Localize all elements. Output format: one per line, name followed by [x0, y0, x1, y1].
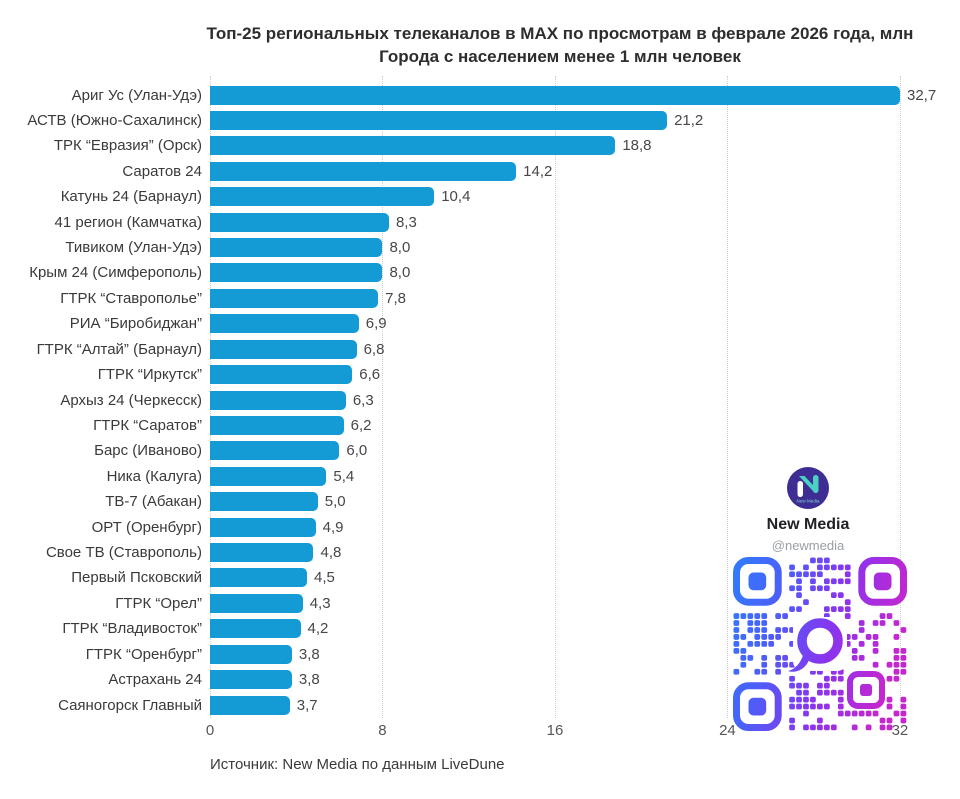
bar [210, 85, 900, 105]
value-label: 3,8 [298, 671, 320, 689]
x-tick-label: 8 [378, 722, 387, 739]
value-label: 6,0 [346, 442, 368, 460]
value-label: 3,7 [296, 696, 318, 714]
category-label: ГТРК “Иркутск” [97, 366, 202, 384]
category-label: РИА “Биробиджан” [69, 315, 202, 333]
x-tick-label: 32 [891, 722, 909, 739]
value-label: 6,2 [350, 416, 372, 434]
x-tick-label: 0 [205, 722, 215, 739]
value-label: 21,2 [674, 111, 704, 129]
bar [210, 466, 327, 486]
brand-handle: @newmedia [771, 538, 845, 553]
bar [210, 212, 389, 232]
bar [210, 543, 314, 563]
category-label: Саратов 24 [122, 162, 202, 180]
bar [210, 492, 318, 512]
bar [210, 136, 616, 156]
category-label: Крым 24 (Симферополь) [29, 264, 202, 282]
source-caption: Источник: New Media по данным LiveDune [210, 756, 505, 773]
bar [210, 110, 668, 130]
category-label: ГТРК “Владивосток” [62, 620, 202, 638]
value-label: 8,0 [389, 239, 411, 257]
bar [210, 187, 435, 207]
category-label: АСТВ (Южно-Сахалинск) [27, 111, 202, 129]
gridline-24 [727, 76, 729, 718]
bar [210, 390, 346, 410]
bar [210, 593, 303, 613]
value-label: 4,9 [322, 518, 344, 536]
gridline-16 [554, 76, 556, 718]
category-label: ТРК “Евразия” (Орск) [53, 137, 202, 155]
category-label: ГТРК “Саратов” [93, 416, 202, 434]
bar [210, 314, 359, 334]
category-label: Саяногорск Главный [58, 696, 202, 714]
category-label: ТВ-7 (Абакан) [105, 493, 202, 511]
bar [210, 238, 383, 258]
value-label: 5,0 [324, 493, 346, 511]
value-label: 6,6 [359, 366, 381, 384]
category-label: Тивиком (Улан-Удэ) [65, 239, 202, 257]
value-label: 4,3 [309, 594, 331, 612]
bar [210, 288, 379, 308]
category-label: Архыз 24 (Черкесск) [60, 391, 202, 409]
category-label: Свое ТВ (Ставрополь) [45, 544, 202, 562]
category-label: 41 регион (Камчатка) [54, 213, 203, 231]
value-label: 6,8 [363, 340, 385, 358]
bar [210, 161, 517, 181]
bar [210, 415, 344, 435]
value-label: 6,3 [352, 391, 374, 409]
value-label: 4,8 [320, 544, 342, 562]
category-label: Ариг Ус (Улан-Удэ) [71, 86, 202, 104]
bar [210, 695, 290, 715]
value-label: 8,0 [389, 264, 411, 282]
gridline-8 [382, 76, 384, 718]
category-label: Астрахань 24 [108, 671, 202, 689]
category-label: Барс (Иваново) [94, 442, 202, 460]
x-tick-label: 16 [546, 722, 564, 739]
chart-title: Топ-25 региональных телеканалов в MAX по… [206, 24, 914, 43]
category-label: Катунь 24 (Барнаул) [60, 188, 202, 206]
bar [210, 619, 301, 639]
new-media-logo-icon: New Media [787, 467, 829, 509]
value-label: 14,2 [523, 162, 553, 180]
value-label: 7,8 [385, 289, 407, 307]
category-label: Ника (Калуга) [106, 467, 202, 485]
qr-code [733, 557, 907, 731]
value-label: 4,5 [314, 569, 335, 587]
bar [210, 263, 383, 283]
category-label: ГТРК “Алтай” (Барнаул) [36, 340, 202, 358]
chart-subtitle: Города с населением менее 1 млн человек [379, 47, 741, 66]
category-label: ОРТ (Оренбург) [91, 518, 202, 536]
value-label: 32,7 [907, 86, 937, 104]
bar [210, 670, 292, 690]
value-label: 4,2 [307, 620, 329, 638]
category-label: ГТРК “Орел” [115, 594, 202, 612]
bar [210, 365, 353, 385]
value-label: 18,8 [622, 137, 652, 155]
bar [210, 441, 340, 461]
x-tick-label: 24 [719, 722, 736, 739]
value-label: 10,4 [441, 188, 471, 206]
bar [210, 644, 292, 664]
svg-text:New Media: New Media [797, 499, 820, 504]
gridline-32 [899, 76, 901, 718]
brand-name: New Media [766, 516, 850, 533]
bar [210, 568, 308, 588]
value-label: 8,3 [395, 213, 417, 231]
bar [210, 339, 357, 359]
category-label: Первый Псковский [71, 569, 202, 587]
value-label: 3,8 [298, 645, 320, 663]
value-label: 6,9 [365, 315, 387, 333]
category-label: ГТРК “Оренбург” [85, 645, 202, 663]
value-label: 5,4 [333, 467, 355, 485]
bar [210, 517, 316, 537]
category-label: ГТРК “Ставрополье” [60, 289, 202, 307]
